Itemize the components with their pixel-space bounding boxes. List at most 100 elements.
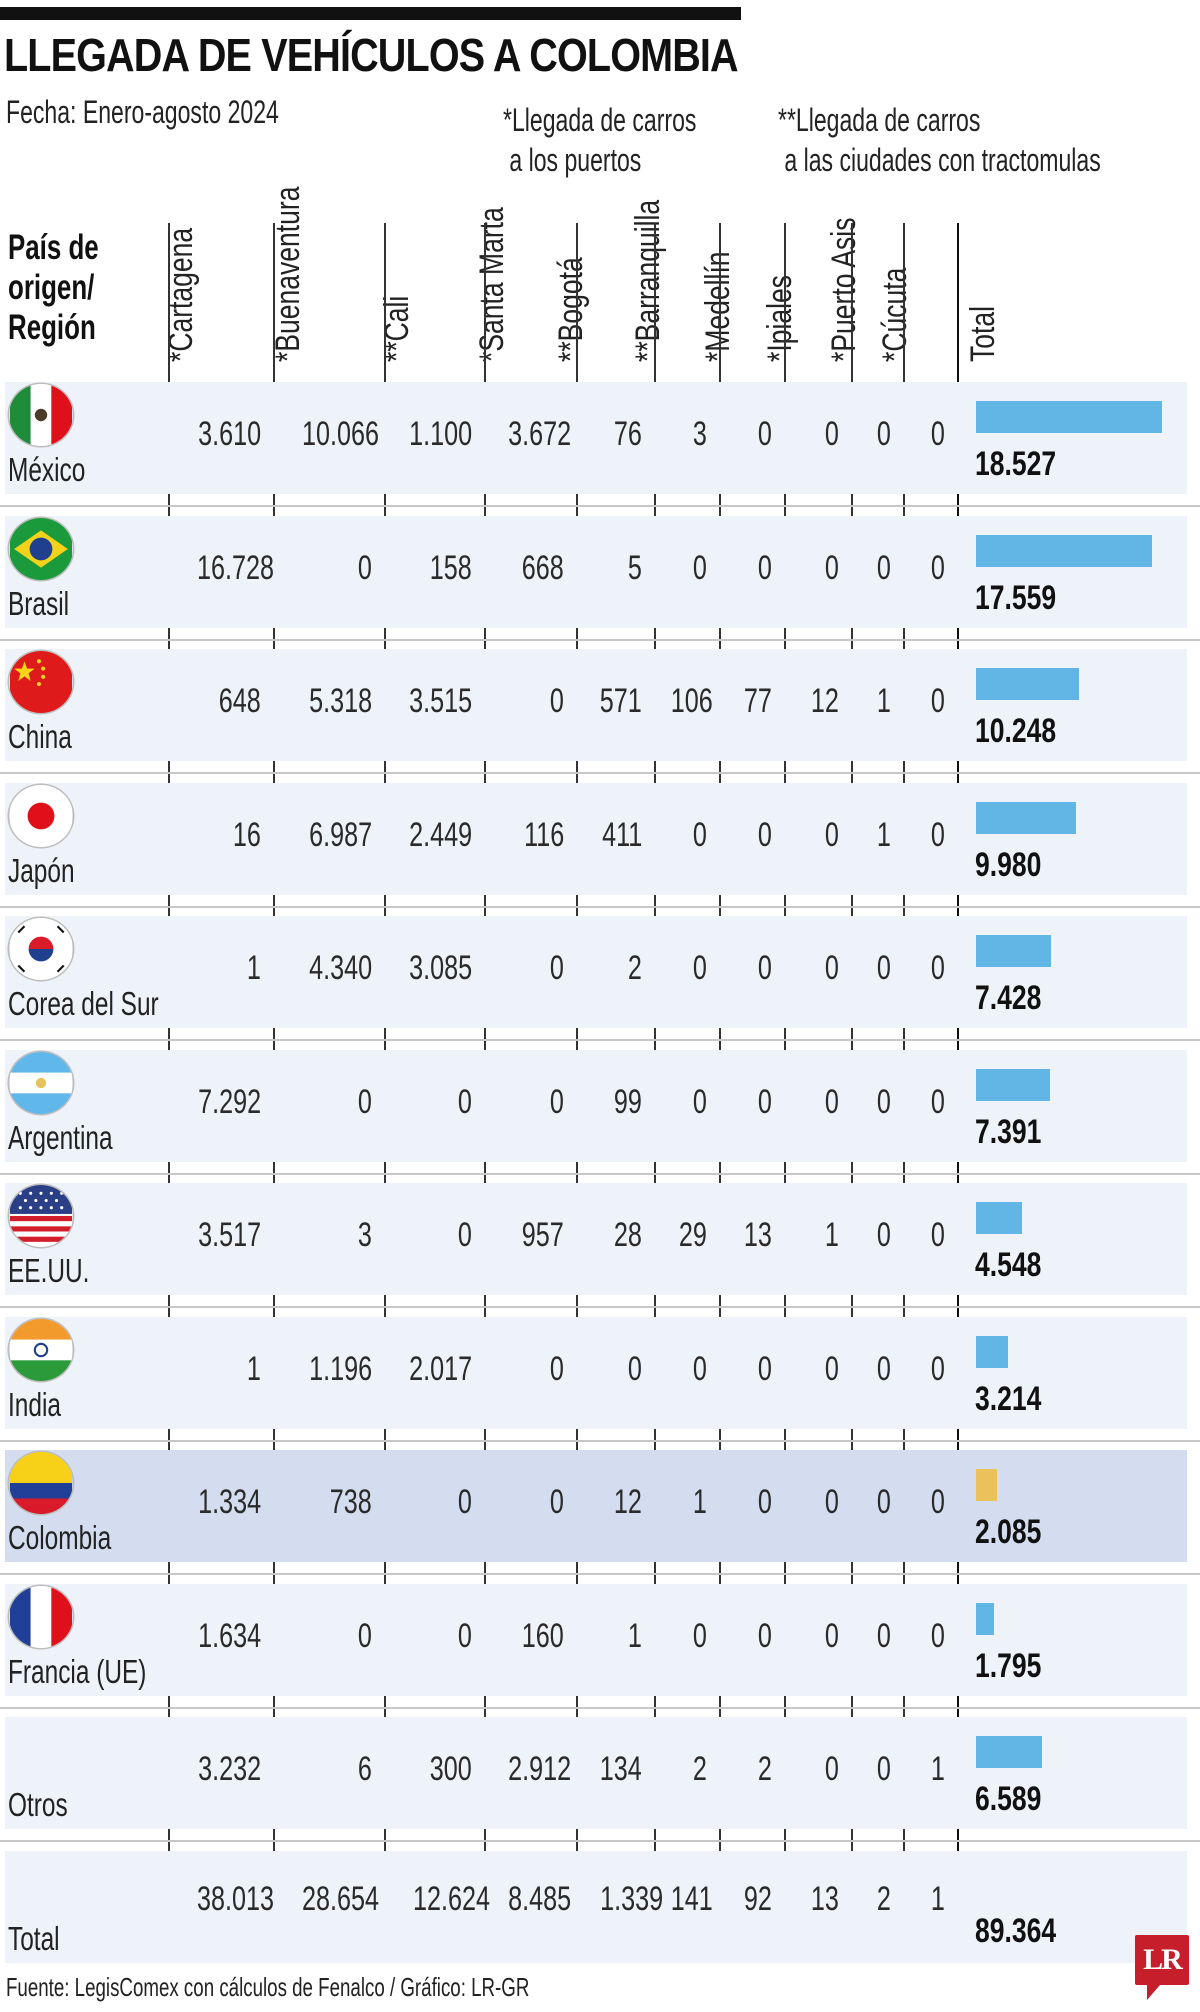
total-bar [976,401,1162,433]
value-cell: 0 [457,1216,472,1254]
value-cell: 0 [876,549,891,587]
row-separator [0,1440,1200,1442]
usa-flag-icon [9,1185,73,1247]
table-row: Corea del Sur 1 4.340 3.085 0 2 0 0 0 0 0 7.428 [0,916,1200,1028]
value-cell: 0 [824,1750,839,1788]
row-header-label: País de origen/ Región [8,228,99,347]
value-cell: 2.449 [409,816,472,854]
row-background [5,382,1187,494]
value-cell: 0 [692,1617,707,1655]
row-background [5,783,1187,895]
value-cell: 0 [757,415,772,453]
value-cell: 12 [614,1483,642,1521]
row-total-value: 7.391 [975,1113,1042,1151]
value-cell: 0 [549,1483,564,1521]
table-row: México 3.610 10.066 1.100 3.672 76 3 0 0 0 0 18.527 [0,382,1200,494]
value-cell: 0 [876,1083,891,1121]
table-row: Colombia 1.334 738 0 0 12 1 0 0 0 0 2.085 [0,1450,1200,1562]
row-separator [0,906,1200,908]
table-row: China 648 5.318 3.515 0 571 106 77 12 1 0 10.248 [0,649,1200,761]
value-cell: 0 [824,1483,839,1521]
brazil-flag-icon [9,518,73,580]
value-cell: 5 [627,549,642,587]
table-row: India 1 1.196 2.017 0 0 0 0 0 0 0 3.214 [0,1317,1200,1429]
country-label: Total [8,1920,60,1957]
value-cell: 77 [744,682,772,720]
japan-flag-icon [9,785,73,847]
value-cell: 0 [876,1483,891,1521]
lr-logo: LR [1135,1935,1189,2000]
value-cell: 0 [627,1350,642,1388]
value-cell: 116 [523,816,564,854]
row-separator [0,639,1200,641]
value-cell: 648 [219,682,261,720]
total-bar [976,535,1152,567]
row-separator [0,505,1200,507]
value-cell: 668 [522,549,564,587]
column-header-label: *Santa Marta [473,207,511,362]
value-cell: 38.013 [197,1880,274,1918]
country-label: Japón [8,852,75,889]
value-cell: 0 [930,682,945,720]
mexico-flag-icon [9,384,73,446]
row-background [5,1050,1187,1162]
value-cell: 0 [824,1083,839,1121]
value-cell: 1 [246,1350,261,1388]
value-cell: 3 [357,1216,372,1254]
row-separator [0,1173,1200,1175]
value-cell: 571 [600,682,642,720]
value-cell: 3.515 [409,682,472,720]
value-cell: 7.292 [198,1083,261,1121]
row-total-value: 4.548 [975,1246,1042,1284]
value-cell: 99 [614,1083,642,1121]
total-bar [976,668,1079,700]
totals-row: Total 38.013 28.654 12.624 8.485 1.339 141 92 13… [0,1851,1200,1963]
value-cell: 0 [824,1350,839,1388]
value-cell: 0 [357,549,372,587]
value-cell: 0 [930,816,945,854]
note-ports: *Llegada de carros a los puertos [503,102,697,178]
value-cell: 0 [876,949,891,987]
value-cell: 0 [876,1216,891,1254]
argentina-flag-icon [9,1052,73,1114]
value-cell: 160 [522,1617,564,1655]
value-cell: 0 [876,1617,891,1655]
value-cell: 12.624 [413,1880,490,1918]
table-row: Otros 3.232 6 300 2.912 134 2 2 0 0 1 6.589 [0,1717,1200,1829]
china-flag-icon [9,651,73,713]
value-cell: 300 [430,1750,472,1788]
value-cell: 2 [692,1750,707,1788]
total-bar [976,802,1076,834]
value-cell: 0 [930,1617,945,1655]
total-bar [976,1736,1042,1768]
country-label: Otros [8,1786,68,1823]
value-cell: 8.485 [508,1880,572,1918]
value-cell: 0 [549,1350,564,1388]
value-cell: 0 [757,549,772,587]
row-total-value: 10.248 [975,712,1057,750]
value-cell: 3.610 [198,415,261,453]
country-label: Francia (UE) [8,1653,147,1690]
value-cell: 1.196 [309,1350,372,1388]
row-total-value: 7.428 [975,979,1042,1017]
value-cell: 0 [757,816,772,854]
row-background [5,649,1187,761]
value-cell: 0 [930,415,945,453]
value-cell: 2 [876,1880,891,1918]
total-bar [976,935,1051,967]
value-cell: 3.672 [508,415,572,453]
value-cell: 0 [357,1617,372,1655]
table-row: Francia (UE) 1.634 0 0 160 1 0 0 0 0 0 1.795 [0,1584,1200,1696]
column-header-label: *Cúcuta [876,267,914,362]
column-header-label: *Ipiales [761,275,799,362]
row-background [5,1317,1187,1429]
row-total-value: 9.980 [975,846,1042,884]
row-background [5,1851,1187,1963]
note-cities: **Llegada de carros a las ciudades con t… [778,102,1101,178]
value-cell: 28.654 [302,1880,379,1918]
row-separator [0,1306,1200,1308]
value-cell: 1.100 [409,415,472,453]
value-cell: 957 [522,1216,564,1254]
value-cell: 0 [824,949,839,987]
row-total-value: 89.364 [975,1912,1057,1950]
